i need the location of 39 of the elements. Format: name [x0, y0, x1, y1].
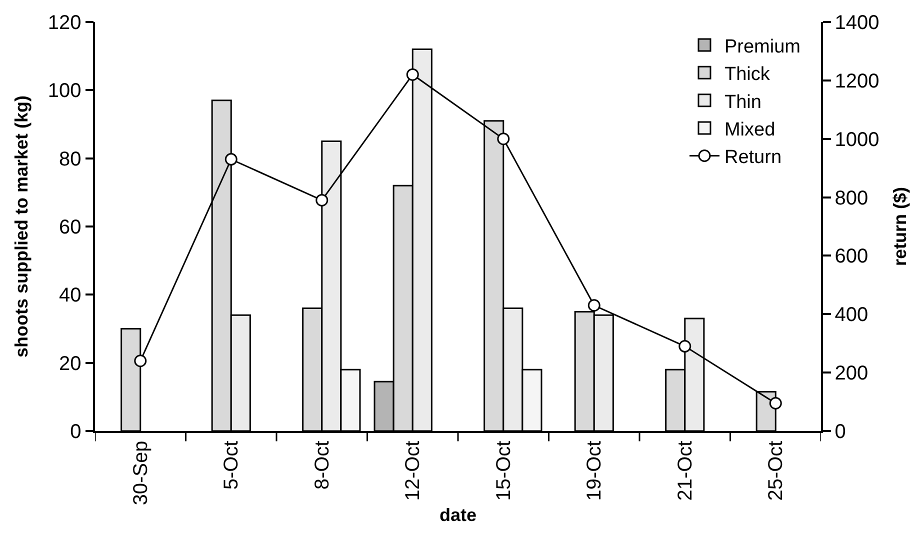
y2-tick-label: 400 — [834, 304, 868, 326]
point — [224, 153, 238, 166]
y2-axis-title: return ($) — [890, 186, 910, 266]
point — [678, 340, 692, 353]
legend-label: Premium — [724, 36, 800, 58]
y2-tick-label: 200 — [834, 362, 868, 385]
y2-tick-label: 1200 — [834, 70, 880, 92]
y2-tick-label: 800 — [834, 187, 868, 210]
x-tick-label: 19-Oct — [584, 440, 606, 501]
legend-label: Thick — [724, 64, 770, 86]
y-tick-label: 120 — [48, 12, 82, 34]
point — [769, 397, 782, 410]
y2-tick-label: 600 — [834, 246, 868, 268]
legend-label: Return — [724, 147, 782, 168]
x-tick-label: 25-Oct — [765, 440, 788, 501]
x-axis-title: date — [439, 504, 477, 525]
legend-label: Mixed — [724, 119, 776, 140]
y2-tick-label: 1000 — [834, 128, 880, 151]
point — [134, 354, 147, 368]
y-tick-label: 100 — [48, 80, 82, 102]
x-tick-label: 5-Oct — [220, 440, 243, 490]
y2-tick-label: 1400 — [834, 12, 880, 34]
x-tick-label: 8-Oct — [311, 440, 334, 490]
y-axis-title: shoots supplied to market (kg) — [12, 95, 32, 358]
y2-tick-label: 0 — [834, 421, 846, 443]
point — [588, 299, 600, 312]
x-tick-label: 30-Sep — [130, 440, 152, 506]
x-tick-label: 15-Oct — [492, 440, 515, 501]
x-tick-label: 21-Oct — [674, 440, 696, 501]
x-tick-label: 12-Oct — [402, 440, 424, 501]
legend-label: Thin — [724, 92, 762, 113]
point — [406, 68, 419, 81]
y-tick-label: 40 — [59, 284, 82, 307]
y-tick-label: 60 — [59, 216, 82, 238]
y-tick-label: 20 — [59, 352, 82, 375]
point — [497, 132, 510, 146]
y-tick-label: 80 — [59, 148, 82, 170]
point — [316, 194, 328, 206]
y-tick-label: 0 — [70, 421, 82, 443]
